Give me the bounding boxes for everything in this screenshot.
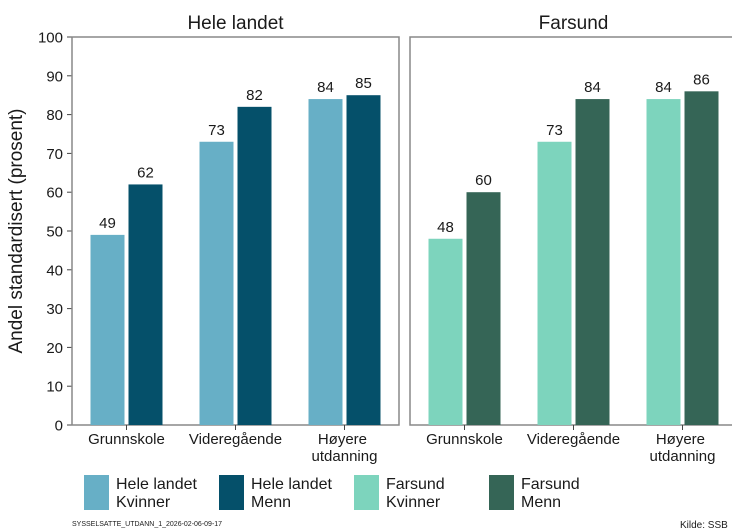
value-label: 84 xyxy=(655,79,672,96)
y-tick-label: 0 xyxy=(55,418,63,435)
y-tick-label: 80 xyxy=(46,107,63,124)
source: Kilde: SSB xyxy=(680,520,728,529)
x-tick-label: Høyere utdanning xyxy=(650,431,716,465)
legend-label: Farsund Kvinner xyxy=(386,476,449,511)
legend-label: Farsund Menn xyxy=(521,476,584,511)
value-label: 73 xyxy=(208,122,225,139)
bar xyxy=(428,238,463,425)
y-tick-label: 100 xyxy=(38,30,63,47)
bar xyxy=(128,184,163,425)
y-axis-label: Andel standardisert (prosent) xyxy=(6,108,27,353)
legend-swatch xyxy=(489,475,514,510)
legend-label: Hele landet Menn xyxy=(251,476,336,511)
panel-title: Hele landet xyxy=(187,13,284,34)
legend-swatch xyxy=(84,475,109,510)
value-label: 49 xyxy=(99,215,116,232)
bar xyxy=(346,95,381,425)
x-tick-label: Videregående xyxy=(189,431,282,448)
y-tick-label: 40 xyxy=(46,262,63,279)
y-tick-label: 10 xyxy=(46,379,63,396)
y-tick-label: 50 xyxy=(46,224,63,241)
x-tick-label: Grunnskole xyxy=(88,431,165,448)
legend-swatch xyxy=(354,475,379,510)
footnote: SYSSELSATTE_UTDANN_1_2026-02-06-09-17 xyxy=(72,521,222,528)
bar xyxy=(575,99,610,425)
value-label: 84 xyxy=(317,79,334,96)
bar xyxy=(308,99,343,425)
x-tick-label: Videregående xyxy=(527,431,620,448)
y-tick-label: 90 xyxy=(46,68,63,85)
bar xyxy=(90,234,125,425)
value-label: 60 xyxy=(475,172,492,189)
y-tick-label: 20 xyxy=(46,340,63,357)
bar xyxy=(199,141,234,425)
legend-swatch xyxy=(219,475,244,510)
value-label: 85 xyxy=(355,75,372,92)
value-label: 82 xyxy=(246,87,263,104)
value-label: 73 xyxy=(546,122,563,139)
x-tick-label: Grunnskole xyxy=(426,431,503,448)
y-tick-label: 70 xyxy=(46,146,63,163)
value-label: 84 xyxy=(584,79,601,96)
x-tick-label: Høyere utdanning xyxy=(312,431,378,465)
value-label: 86 xyxy=(693,71,710,88)
y-tick-label: 30 xyxy=(46,301,63,318)
bar xyxy=(537,141,572,425)
bar xyxy=(237,106,272,425)
value-label: 48 xyxy=(437,219,454,236)
value-label: 62 xyxy=(137,164,154,181)
bar xyxy=(466,192,501,425)
legend-label: Hele landet Kvinner xyxy=(116,476,201,511)
panel-title: Farsund xyxy=(539,13,609,34)
y-tick-label: 60 xyxy=(46,185,63,202)
bar xyxy=(646,99,681,425)
bar xyxy=(684,91,719,425)
